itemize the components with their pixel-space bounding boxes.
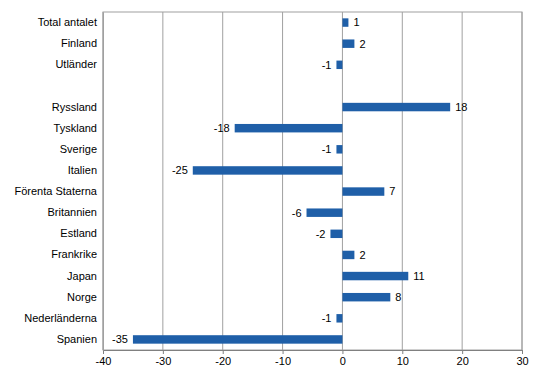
bar [193,166,343,174]
data-label: -35 [112,333,128,345]
plot: 12-118-18-1-257-6-22118-1-35-40-30-20-10… [14,12,528,367]
data-labels: 12-118-18-1-257-6-22118-1-35 [112,16,467,345]
y-tick-label: Utländer [55,58,97,70]
y-tick: Förenta Staterna [14,185,103,197]
x-tick: 20 [457,350,469,367]
bar [342,293,390,301]
grid-line [162,12,163,350]
y-tick: Italien [68,164,103,176]
bar [342,18,348,26]
y-tick: Utländer [55,58,103,70]
y-tick: Japan [67,270,103,282]
y-tick-label: Förenta Staterna [14,185,97,197]
y-axis-line [103,13,104,351]
y-tick-label: Estland [60,227,97,239]
x-tick: -40 [96,350,112,367]
x-tick-mark [522,350,523,354]
data-label: -2 [316,228,326,240]
data-label: -18 [214,122,230,134]
y-tick-label: Japan [67,270,97,282]
data-label: 11 [413,270,424,282]
x-tick-mark [223,350,224,354]
y-tick: Finland [61,37,103,49]
y-tick: Spanien [57,333,103,345]
data-label: -1 [322,143,332,155]
plot-frame [103,12,522,350]
y-axis: Total antalet Finland Utländer Ryssland Tysk… [14,13,103,351]
y-tick-label: Britannien [47,206,97,218]
y-tick: Norge [67,291,103,303]
data-label: -1 [322,59,332,71]
x-tick-label: -30 [155,355,171,367]
data-label: 8 [395,291,401,303]
x-tick-label: 20 [457,355,469,367]
y-tick: Sverige [60,143,103,155]
x-tick-label: 30 [516,355,528,367]
x-tick: 0 [340,350,346,367]
bar [336,61,342,69]
bar [307,208,343,216]
data-label: -6 [292,207,302,219]
y-tick: Estland [60,227,103,239]
y-tick: Ryssland [52,101,103,113]
bar [342,272,408,280]
y-tick-label: Italien [68,164,97,176]
x-tick: 10 [397,350,409,367]
x-axis-line [104,351,523,355]
bar [342,103,450,111]
y-tick-label: Tyskland [54,122,97,134]
y-tick-label: Norge [67,291,97,303]
grid-line [282,12,283,350]
bar [342,187,384,195]
data-label: 2 [359,38,365,50]
y-tick: Nederländerna [24,312,103,324]
y-tick: Britannien [47,206,103,218]
x-tick: -30 [155,350,171,367]
bars [133,18,450,343]
grid-line [462,12,463,350]
y-tick-label: Ryssland [52,101,97,113]
y-tick-label: Finland [61,37,97,49]
data-label: 1 [353,16,359,28]
bar [330,230,342,238]
x-tick-mark [402,350,403,354]
grid [103,12,522,350]
y-tick-label: Total antalet [38,16,97,28]
x-tick-mark [462,350,463,354]
data-label: -25 [172,164,188,176]
x-tick-mark [103,350,104,354]
y-tick-label: Spanien [57,333,97,345]
x-tick-label: 10 [397,355,409,367]
y-tick-label: Sverige [60,143,97,155]
x-tick: -20 [215,350,231,367]
grid-line [222,12,223,350]
data-label: 18 [455,101,467,113]
y-tick: Tyskland [54,122,103,134]
chart: 12-118-18-1-257-6-22118-1-35-40-30-20-10… [0,0,546,376]
x-tick: -10 [275,350,291,367]
data-label: -1 [322,312,332,324]
y-tick-label: Nederländerna [24,312,98,324]
x-tick: 30 [516,350,528,367]
x-tick-label: 0 [340,355,346,367]
y-tick-label: Frankrike [51,248,97,260]
data-label: 2 [359,249,365,261]
bar [336,314,342,322]
bar [342,251,354,259]
x-tick-mark [163,350,164,354]
bar [342,39,354,47]
y-tick: Total antalet [38,16,103,28]
x-tick-label: -20 [215,355,231,367]
bar [133,335,343,343]
x-tick-mark [342,350,343,354]
bar [336,145,342,153]
grid-line [402,12,403,350]
y-tick: Frankrike [51,248,103,260]
x-tick-label: -10 [275,355,291,367]
data-label: 7 [389,185,395,197]
x-axis: -40 -30 -20 -10 0 10 20 30 [96,350,529,367]
x-tick-label: -40 [96,355,112,367]
bar [235,124,343,132]
x-tick-mark [283,350,284,354]
